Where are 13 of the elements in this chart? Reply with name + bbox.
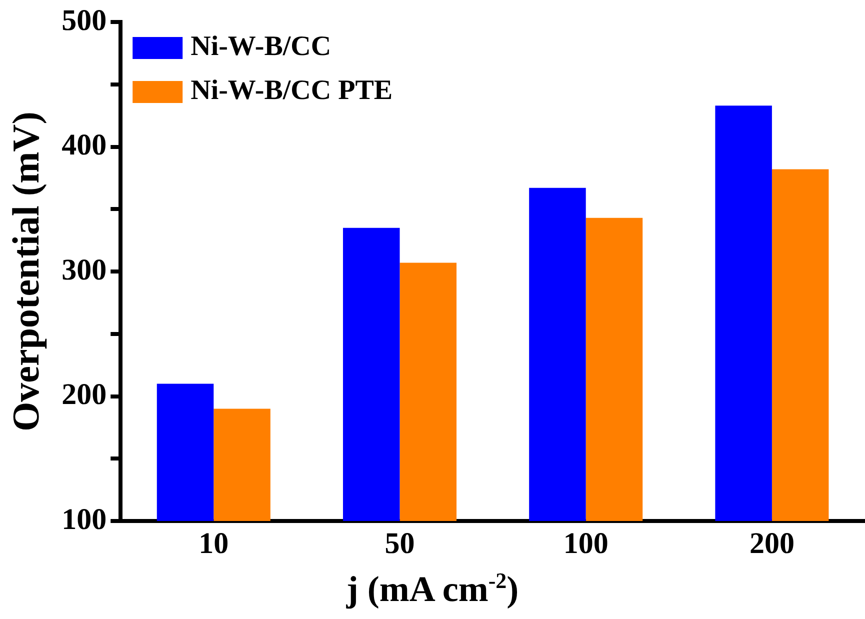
x-axis-title: j (mA cm$^{-2}$) (345, 568, 520, 610)
x-tick-label: 50 (384, 526, 415, 560)
y-tick-label: 400 (62, 128, 107, 162)
y-axis-title: Overpotential (mV) (6, 112, 48, 432)
y-tick-label: 300 (62, 253, 107, 286)
legend-label: Ni-W-B/CC (190, 31, 332, 62)
y-tick-label: 500 (62, 4, 107, 37)
y-tick-label: 100 (62, 502, 107, 536)
x-tick-label: 100 (563, 526, 608, 560)
legend-label: Ni-W-B/CC PTE (190, 75, 393, 106)
x-tick-label: 200 (749, 526, 794, 560)
x-tick-label: 10 (198, 526, 229, 560)
y-tick-label: 200 (62, 378, 107, 411)
